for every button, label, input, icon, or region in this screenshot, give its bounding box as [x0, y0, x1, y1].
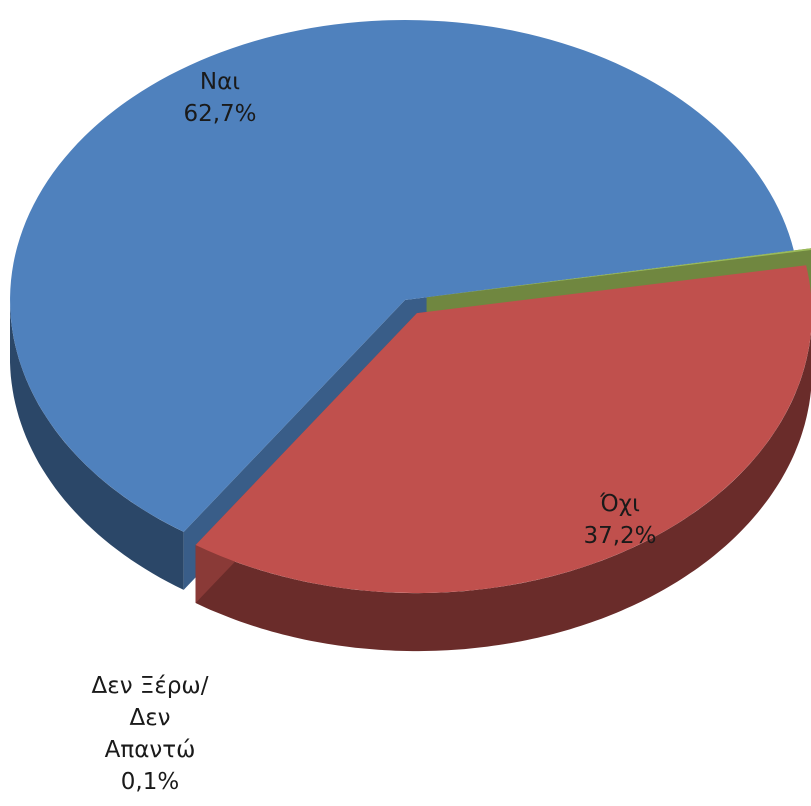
slice-name-den-xero-line2: Δεν — [129, 705, 171, 731]
slice-top-nai — [10, 19, 794, 532]
slice-name-nai: Ναι — [199, 69, 241, 95]
slice-label-nai: Ναι 62,7% — [120, 66, 320, 130]
slice-top-den-xero — [426, 248, 811, 298]
slice-name-den-xero-line3: Απαντώ — [104, 737, 196, 763]
pie-top-faces — [10, 19, 811, 594]
slice-label-den-xero: Δεν Ξέρω/ Δεν Απαντώ 0,1% — [40, 670, 260, 798]
slice-name-den-xero-line1: Δεν Ξέρω/ — [91, 673, 209, 699]
slice-value-nai: 62,7% — [183, 101, 257, 127]
slice-value-oxi: 37,2% — [583, 523, 657, 549]
slice-wall-nai — [10, 297, 184, 590]
slice-label-oxi: Όχι 37,2% — [520, 488, 720, 552]
slice-name-oxi: Όχι — [600, 491, 640, 517]
slice-top-oxi — [195, 265, 811, 594]
slice-wall-oxi — [195, 332, 811, 652]
slice-value-den-xero: 0,1% — [120, 769, 180, 795]
